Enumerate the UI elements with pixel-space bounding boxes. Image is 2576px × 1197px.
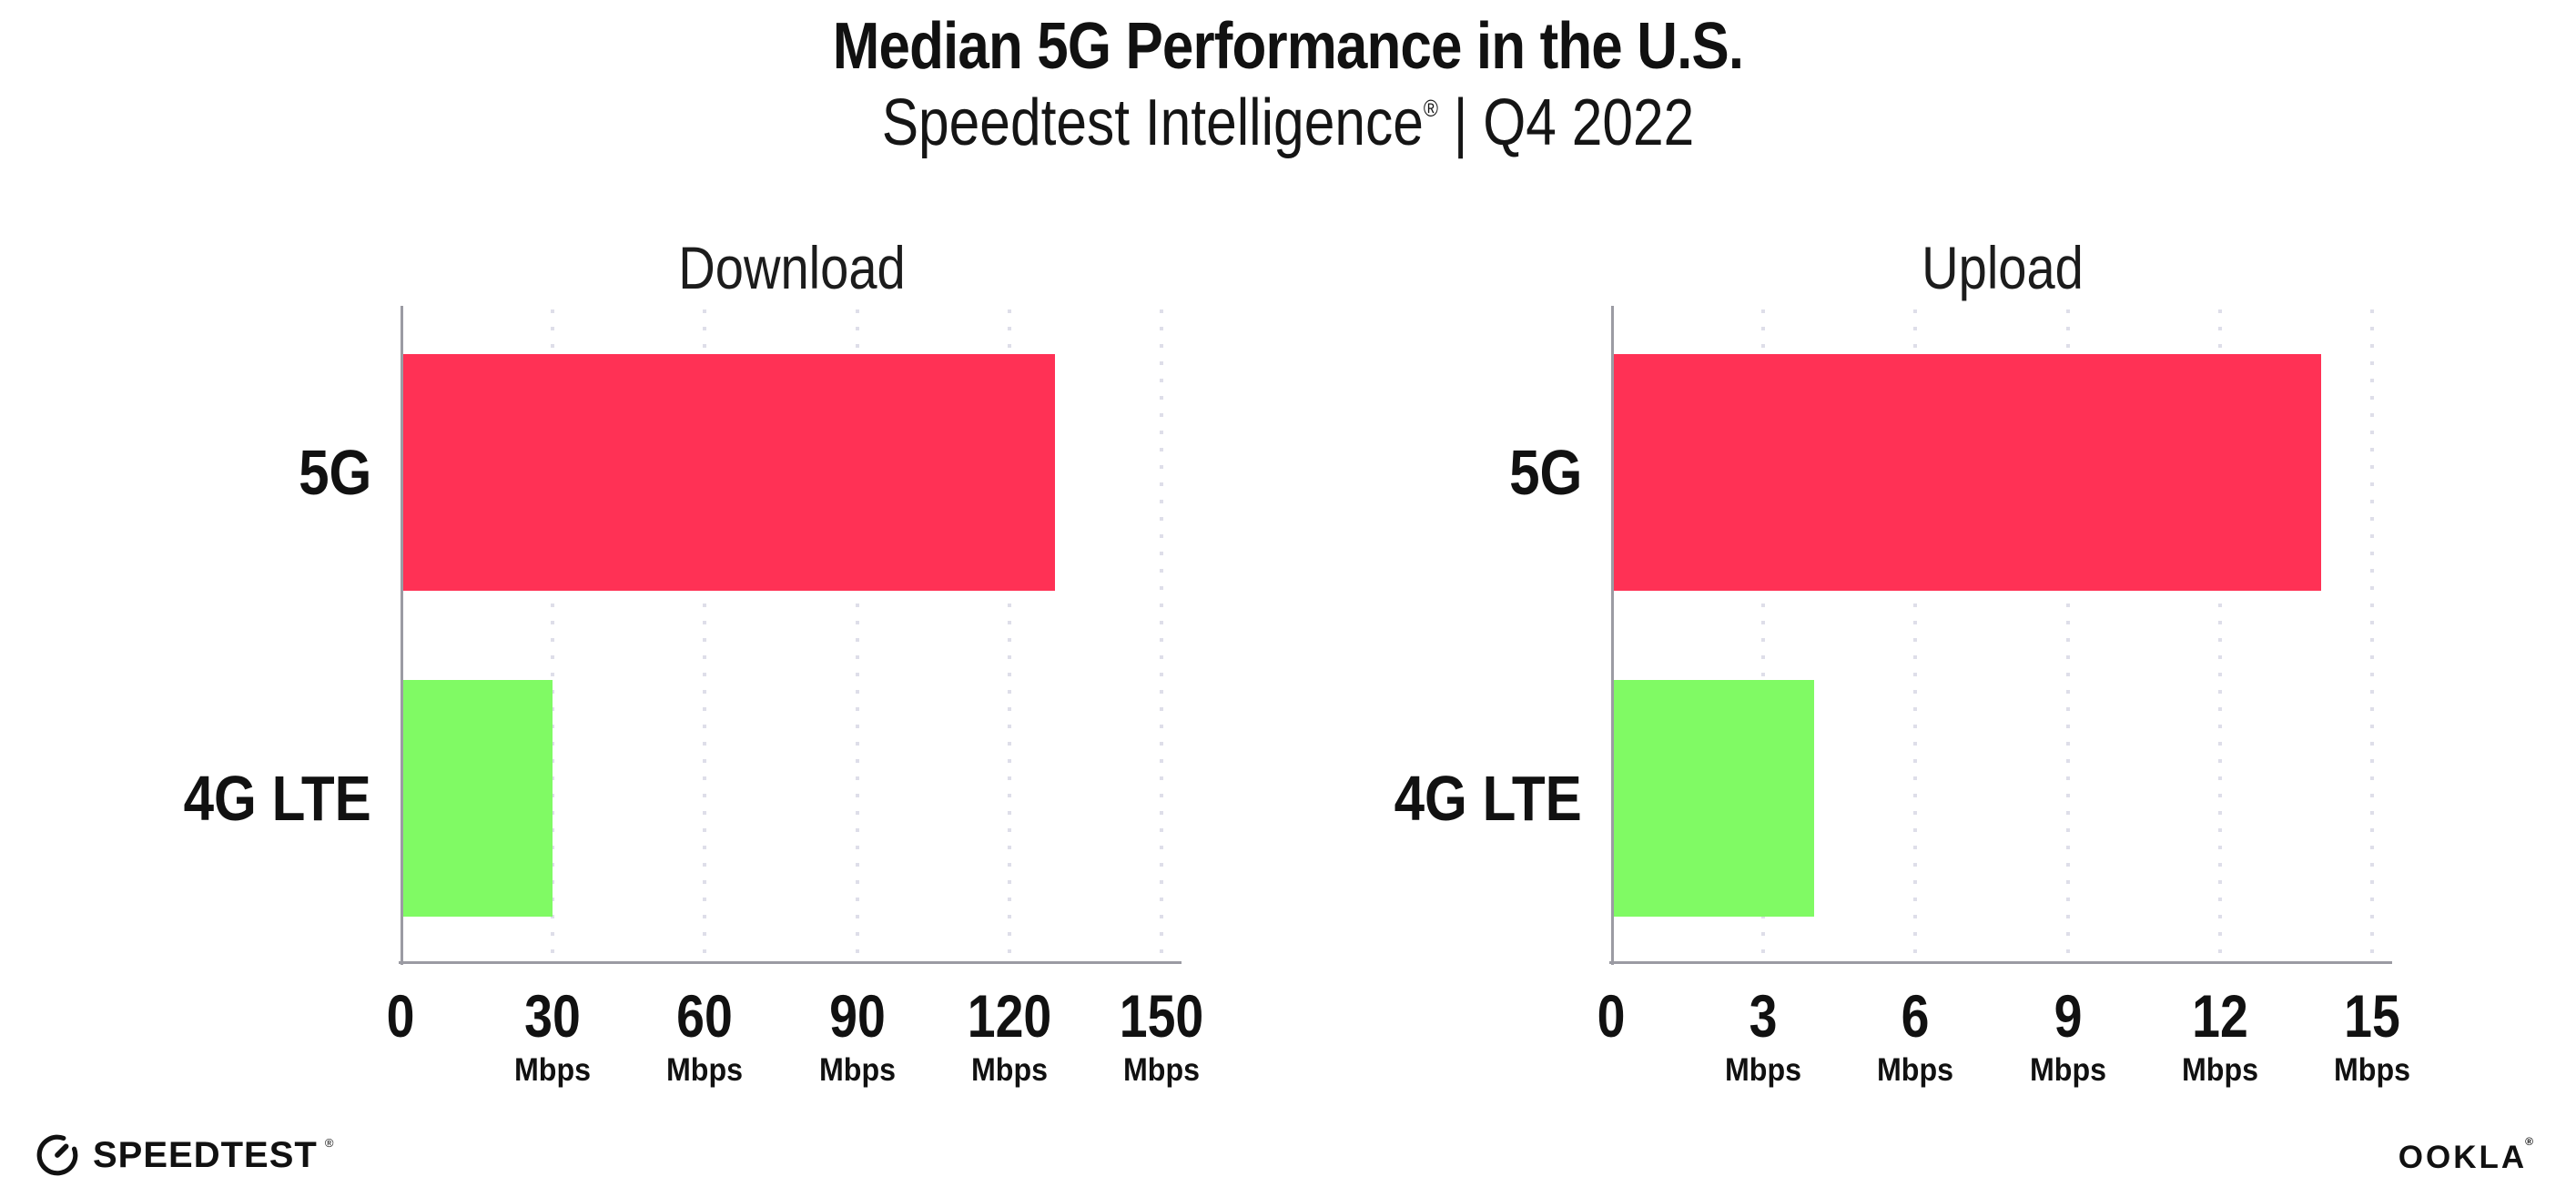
download-category-label-4g-lte: 4G LTE	[183, 763, 371, 834]
upload-category-label-5g: 5G	[1508, 437, 1582, 508]
ookla-registered-icon: ®	[2525, 1135, 2536, 1149]
download-gridline-120	[1007, 309, 1011, 967]
upload-tick-unit-6: Mbps	[1877, 1052, 1954, 1088]
download-tick-label-30: 30	[524, 982, 582, 1050]
download-tick-unit-120: Mbps	[970, 1052, 1048, 1088]
upload-gridline-15	[2370, 309, 2374, 967]
download-gridline-60	[703, 309, 707, 967]
download-tick-unit-30: Mbps	[514, 1052, 592, 1088]
speedtest-registered-icon: ®	[324, 1135, 334, 1150]
subtitle-separator: |	[1453, 86, 1468, 159]
subtitle-brand: Speedtest Intelligence	[881, 86, 1424, 159]
download-tick-unit-150: Mbps	[1122, 1052, 1201, 1088]
download-tick-unit-60: Mbps	[666, 1052, 744, 1088]
chart-title-download: Download	[678, 234, 906, 301]
download-gridline-90	[855, 309, 859, 967]
upload-bar-5g	[1614, 354, 2322, 591]
upload-tick-unit-9: Mbps	[2029, 1052, 2106, 1088]
ookla-wordmark: OOKLA	[2398, 1140, 2528, 1175]
download-tick-unit-90: Mbps	[818, 1052, 896, 1088]
upload-tick-unit-12: Mbps	[2181, 1052, 2258, 1088]
download-x-axis-line	[399, 961, 1182, 964]
upload-gridline-3	[1761, 309, 1766, 967]
upload-gridline-6	[1913, 309, 1918, 967]
upload-tick-label-15: 15	[2344, 982, 2400, 1050]
registered-trademark-icon: ®	[1423, 95, 1438, 122]
upload-gridline-12	[2217, 309, 2222, 967]
page-subtitle: Speedtest Intelligence® | Q4 2022	[206, 86, 2369, 160]
download-gridline-30	[551, 309, 555, 967]
download-gridline-150	[1160, 309, 1163, 967]
speedtest-gauge-icon	[36, 1134, 78, 1176]
speedtest-wordmark: SPEEDTEST	[93, 1134, 318, 1175]
upload-tick-label-9: 9	[2054, 982, 2083, 1050]
upload-x-axis-line	[1609, 961, 2392, 964]
upload-tick-unit-15: Mbps	[2333, 1052, 2411, 1088]
upload-tick-label-0: 0	[1597, 982, 1626, 1050]
download-bar-5g	[403, 354, 1055, 591]
download-category-label-5g: 5G	[298, 437, 371, 508]
upload-gridline-9	[2065, 309, 2070, 967]
upload-tick-label-6: 6	[1901, 982, 1930, 1050]
download-y-axis-line	[401, 306, 403, 965]
speedtest-logo: SPEEDTEST ®	[35, 1132, 339, 1178]
download-tick-label-90: 90	[828, 982, 886, 1050]
download-tick-label-150: 150	[1119, 982, 1204, 1050]
download-tick-label-60: 60	[676, 982, 734, 1050]
subtitle-period: Q4 2022	[1483, 86, 1695, 159]
download-tick-label-120: 120	[967, 982, 1052, 1050]
upload-tick-label-12: 12	[2191, 982, 2248, 1050]
upload-tick-label-3: 3	[1749, 982, 1778, 1050]
page-title: Median 5G Performance in the U.S.	[832, 10, 1744, 83]
upload-category-label-4g-lte: 4G LTE	[1394, 763, 1582, 834]
upload-y-axis-line	[1611, 306, 1614, 965]
chart-title-upload: Upload	[1922, 234, 2084, 301]
download-tick-label-0: 0	[386, 982, 415, 1050]
upload-tick-unit-3: Mbps	[1725, 1052, 1802, 1088]
download-bar-4g-lte	[403, 680, 553, 917]
ookla-logo: OOKLA®	[2398, 1135, 2538, 1176]
upload-bar-4g-lte	[1614, 680, 1814, 917]
